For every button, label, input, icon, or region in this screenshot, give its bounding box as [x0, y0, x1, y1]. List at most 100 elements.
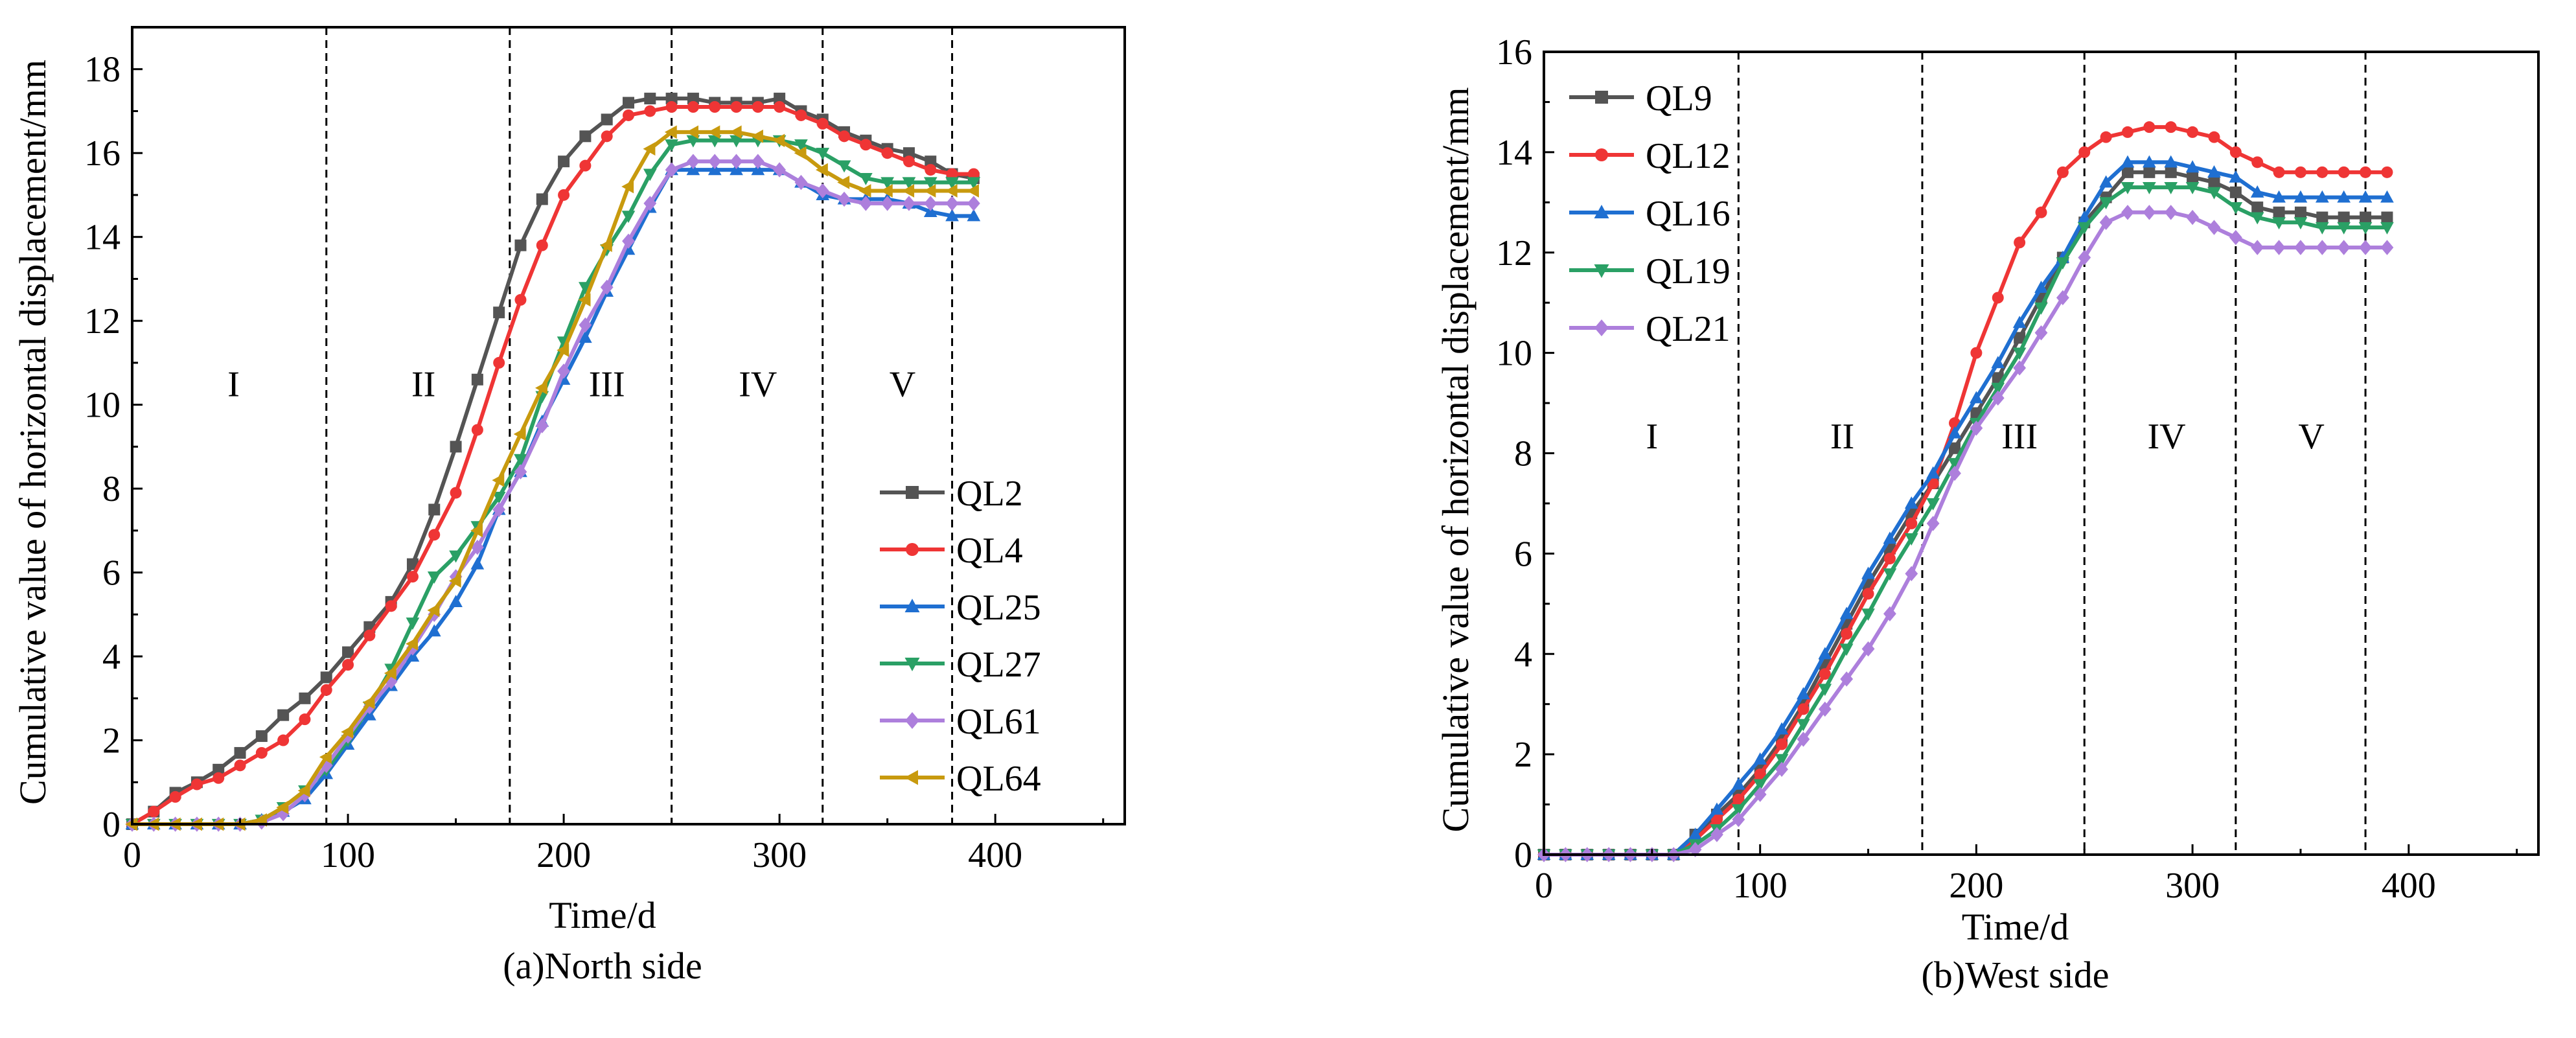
- data-point-ql61: [687, 154, 700, 169]
- data-point-ql21: [1970, 421, 1983, 436]
- data-point-ql61: [730, 154, 743, 169]
- data-point-ql9: [2229, 186, 2242, 198]
- data-point-ql2: [644, 93, 656, 105]
- data-point-ql2: [687, 93, 699, 105]
- data-point-ql16: [1818, 647, 1832, 660]
- data-point-ql16: [2207, 165, 2221, 178]
- data-point-ql21: [2034, 325, 2048, 341]
- data-point-ql19: [1861, 608, 1875, 621]
- data-point-ql21: [2380, 240, 2394, 255]
- data-point-ql4: [299, 713, 311, 726]
- x-tick-label: 300: [2165, 866, 2220, 906]
- data-point-ql27: [837, 160, 851, 173]
- stage-label: III: [2001, 417, 2038, 457]
- data-point-ql4: [342, 659, 354, 671]
- data-point-ql2: [299, 692, 311, 704]
- legend-label-ql61: QL61: [956, 702, 1041, 742]
- legend-marker-ql16: [1594, 205, 1609, 218]
- y-tick-label: 0: [1514, 835, 1532, 875]
- data-point-ql19: [2142, 181, 2156, 194]
- y-axis-label: Cumulative value of horizontal displacem…: [12, 60, 54, 805]
- chart-west-side: I II III IV V0 100 200 300 4000246810121416Time/…: [1434, 32, 2540, 996]
- data-point-ql9: [2316, 211, 2329, 224]
- data-point-ql19: [1731, 804, 1745, 817]
- series-line-ql19: [1544, 185, 2387, 857]
- data-point-ql16: [2272, 190, 2286, 203]
- data-point-ql16: [1970, 391, 1983, 404]
- data-point-ql27: [643, 168, 657, 181]
- data-point-ql64: [794, 146, 807, 160]
- data-point-ql4: [881, 147, 893, 159]
- data-point-ql4: [363, 629, 376, 641]
- series-line-ql25: [132, 168, 974, 826]
- y-tick-label: 4: [102, 637, 121, 677]
- data-point-ql9: [2187, 171, 2199, 183]
- data-point-ql64: [427, 603, 440, 617]
- data-point-ql16: [2337, 190, 2351, 203]
- data-point-ql64: [406, 637, 419, 651]
- data-point-ql64: [362, 695, 375, 709]
- data-point-ql4: [838, 130, 851, 143]
- data-point-ql2: [903, 147, 915, 159]
- data-point-ql4: [623, 109, 634, 121]
- legend-marker-ql4: [906, 543, 919, 556]
- data-point-ql4: [709, 101, 721, 113]
- y-tick-label: 2: [1514, 735, 1532, 775]
- data-point-ql25: [449, 595, 463, 607]
- chart-north-side: I II III IV V0 100 200 300 400024681012141618Tim…: [12, 26, 1126, 987]
- data-point-ql19: [1839, 643, 1854, 656]
- legend-label-ql19: QL19: [1646, 251, 1731, 292]
- data-point-ql16: [1926, 466, 1940, 479]
- data-point-ql64: [599, 238, 612, 252]
- series-line-ql61: [132, 159, 974, 826]
- data-point-ql12: [1992, 292, 2004, 304]
- data-point-ql21: [1861, 641, 1875, 657]
- data-point-ql19: [2056, 257, 2070, 270]
- plot-frame: [131, 26, 1126, 825]
- data-point-ql16: [1883, 531, 1897, 544]
- data-point-ql2: [450, 441, 462, 453]
- x-tick-label: 0: [1535, 866, 1553, 906]
- data-point-ql4: [148, 805, 160, 818]
- data-point-ql61: [838, 191, 851, 207]
- data-point-ql4: [816, 117, 829, 130]
- data-point-ql9: [2381, 211, 2393, 224]
- data-point-ql64: [902, 184, 915, 198]
- data-point-ql19: [2229, 202, 2243, 214]
- data-point-ql64: [707, 125, 720, 139]
- data-point-ql61: [643, 196, 657, 211]
- y-axis-label: Cumulative value of horizontal displacem…: [1434, 87, 1477, 832]
- data-point-ql2: [471, 373, 483, 386]
- data-point-ql64: [686, 125, 699, 139]
- data-point-ql4: [644, 105, 656, 117]
- data-point-ql61: [277, 806, 290, 822]
- data-point-ql64: [751, 129, 763, 143]
- data-point-ql25: [945, 209, 959, 222]
- data-point-ql21: [1818, 701, 1832, 717]
- data-point-ql64: [297, 783, 310, 798]
- data-point-ql21: [1797, 732, 1810, 747]
- x-tick-label: 0: [123, 835, 141, 875]
- data-point-ql21: [2078, 249, 2091, 266]
- data-point-ql21: [1688, 842, 1702, 857]
- data-point-ql61: [665, 162, 678, 178]
- data-point-ql9: [2294, 206, 2306, 218]
- data-point-ql16: [2034, 281, 2048, 294]
- data-point-ql61: [967, 196, 980, 211]
- data-point-ql12: [2381, 166, 2393, 178]
- data-point-ql9: [2208, 176, 2220, 189]
- data-point-ql12: [1819, 668, 1831, 680]
- data-point-ql21: [1775, 761, 1788, 778]
- data-point-ql4: [774, 101, 786, 113]
- data-point-ql64: [772, 133, 785, 148]
- data-point-ql19: [2380, 222, 2394, 235]
- x-tick-label: 200: [536, 835, 591, 875]
- data-point-ql12: [1776, 738, 1788, 750]
- legend-label-ql9: QL9: [1646, 78, 1712, 119]
- data-point-ql19: [2358, 222, 2373, 235]
- data-point-ql21: [2186, 209, 2199, 225]
- data-point-ql21: [2337, 240, 2351, 255]
- data-point-ql4: [320, 684, 332, 696]
- y-tick-label: 16: [84, 133, 121, 174]
- data-point-ql19: [1883, 568, 1897, 581]
